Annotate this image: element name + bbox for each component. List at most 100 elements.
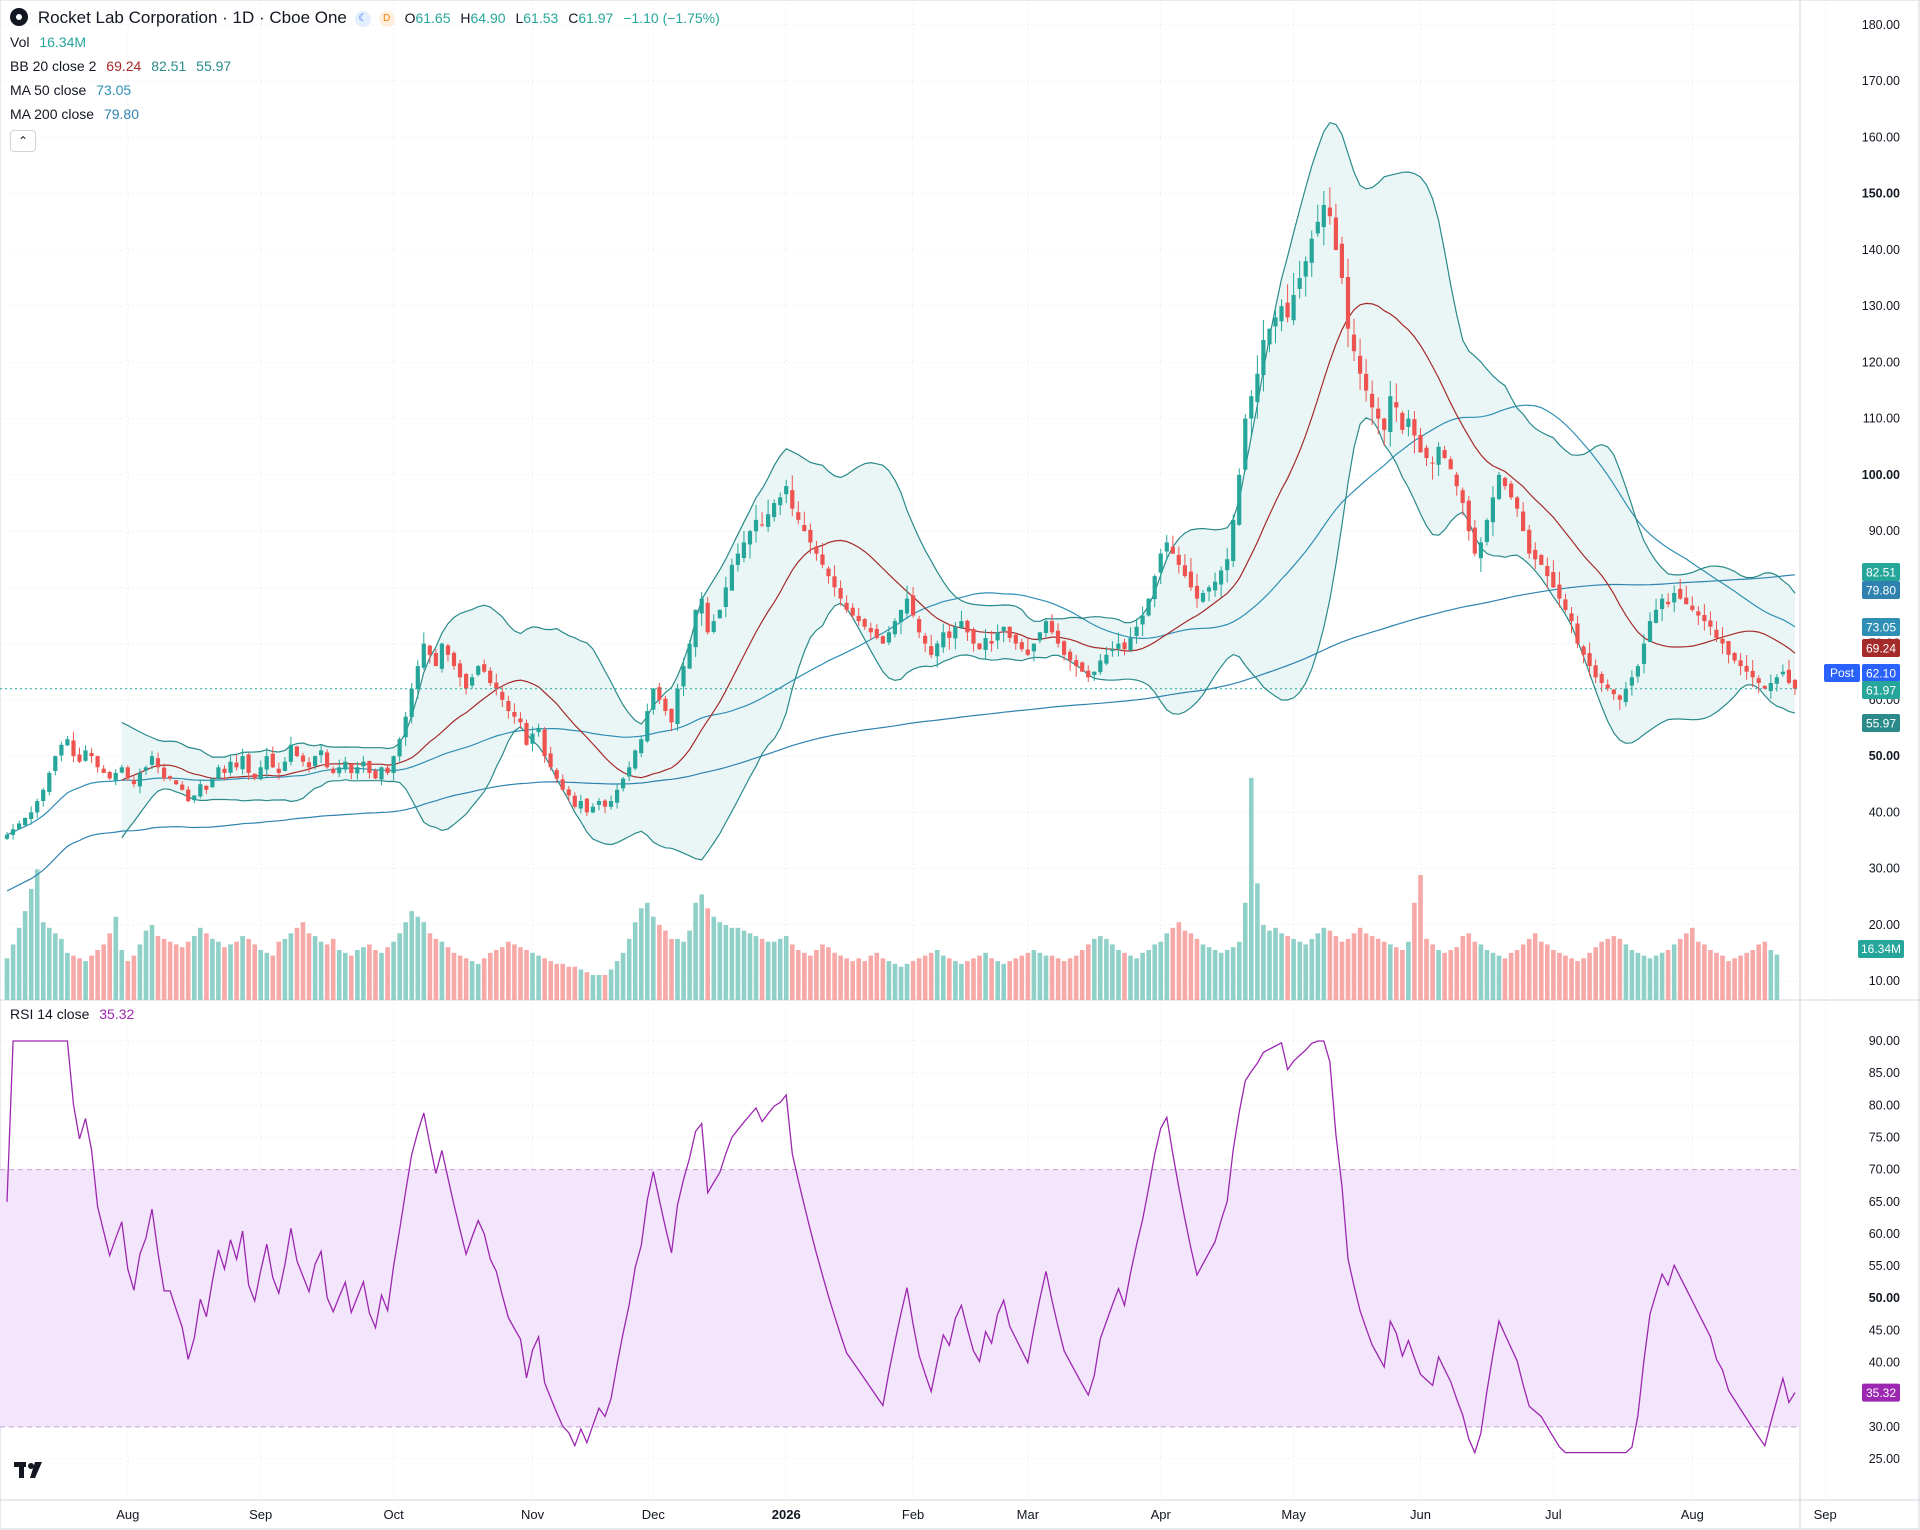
legend-title-row[interactable]: Rocket Lab Corporation · 1D · Cboe One ☾… [10, 6, 720, 30]
volume-bar [1086, 944, 1091, 1000]
volume-bar [1714, 952, 1719, 1000]
volume-bar [832, 952, 837, 1000]
candle-body [53, 756, 58, 771]
volume-bar [89, 955, 94, 1000]
volume-bar [1732, 958, 1737, 1000]
symbol-title[interactable]: Rocket Lab Corporation · 1D · Cboe One [37, 8, 347, 27]
legend-bb[interactable]: BB 20 close 2 69.24 82.51 55.97 [10, 54, 720, 78]
candle-body [1515, 497, 1520, 509]
price-badge-label: 79.80 [1866, 584, 1896, 598]
volume-bar [765, 941, 771, 1000]
rsi-value: 35.32 [99, 1006, 135, 1022]
candle-body [790, 490, 795, 509]
time-tick-label: Jun [1410, 1507, 1431, 1522]
candle-body [1539, 555, 1544, 565]
volume-bar [1079, 950, 1085, 1000]
volume-bar [651, 916, 656, 1000]
rsi-tick-label: 70.00 [1869, 1163, 1900, 1177]
bollinger-band-area [121, 122, 1795, 860]
candle-body [965, 620, 970, 633]
candle-body [1774, 677, 1779, 684]
volume-bar [1339, 941, 1345, 1000]
volume-bar [131, 955, 137, 1000]
volume-bar [288, 933, 294, 1000]
candle-body [536, 727, 541, 733]
volume-bar [228, 944, 233, 1000]
price-tick-label: 110.00 [1863, 412, 1900, 426]
volume-bar [28, 888, 34, 1000]
candle-body [621, 778, 626, 789]
time-tick-label: Nov [521, 1507, 545, 1522]
candle-body [1484, 519, 1489, 542]
volume-bar [608, 969, 614, 1000]
candle-body [4, 834, 10, 839]
candle-body [1720, 638, 1725, 644]
volume-bar [421, 922, 427, 1000]
candle-body [1509, 483, 1514, 498]
candle-body [1013, 634, 1018, 644]
candle-body [1243, 418, 1248, 470]
volume-bar [1708, 950, 1713, 1000]
candle-body [1188, 571, 1193, 588]
rsi-tick-label: 60.00 [1869, 1227, 1900, 1241]
volume-bar [1333, 936, 1339, 1000]
volume-bar [862, 961, 868, 1000]
volume-bar [1593, 947, 1598, 1000]
volume-bar [904, 963, 910, 1000]
volume-bar [506, 941, 511, 1000]
volume-bar [1599, 941, 1604, 1000]
volume-bar [844, 958, 849, 1000]
candle-body [1279, 306, 1284, 322]
volume-bar [34, 869, 40, 1000]
price-badge-label: 62.10 [1866, 667, 1896, 681]
candle-body [675, 688, 680, 724]
candle-body [602, 800, 608, 807]
candle-body [808, 529, 813, 543]
low-value: 61.53 [523, 10, 559, 26]
legend-ma50[interactable]: MA 50 close 73.05 [10, 78, 720, 102]
volume-bar [808, 955, 813, 1000]
post-tag-bg [1824, 664, 1860, 682]
candle-body [1690, 605, 1695, 610]
volume-bar [312, 936, 318, 1000]
candle-body [705, 602, 710, 633]
legend-vol[interactable]: Vol 16.34M [10, 30, 720, 54]
candle-body [192, 795, 197, 801]
candle-body [216, 767, 221, 779]
volume-bar [1279, 933, 1284, 1000]
candle-body [929, 646, 934, 655]
tradingview-logo-icon[interactable] [14, 1460, 48, 1482]
candle-body [548, 753, 553, 768]
volume-bar [349, 955, 354, 1000]
candle-body [850, 607, 855, 616]
volume-bar [584, 972, 590, 1000]
volume-bar [916, 958, 922, 1000]
legend-ma200[interactable]: MA 200 close 79.80 [10, 102, 720, 126]
volume-bar [681, 941, 686, 1000]
legend-rsi[interactable]: RSI 14 close 35.32 [10, 1006, 134, 1022]
candle-body [240, 756, 245, 770]
rsi-tick-label: 85.00 [1869, 1066, 1900, 1080]
volume-bar [711, 916, 717, 1000]
volume-bar [1001, 963, 1006, 1000]
candle-body [325, 752, 330, 768]
candle-body [935, 643, 940, 657]
candle-body [1581, 646, 1586, 655]
volume-bar [1073, 955, 1079, 1000]
volume-bar [856, 958, 861, 1000]
candle-body [1333, 217, 1338, 250]
volume-bar [602, 975, 608, 1000]
volume-bar [1448, 950, 1453, 1000]
volume-bar [590, 975, 596, 1000]
rsi-line [6, 1040, 1796, 1455]
candle-body [639, 739, 644, 754]
candle-body [1213, 581, 1218, 591]
collapse-legend-chevron-up-icon[interactable]: ⌃ [10, 130, 36, 152]
price-badge-bg [1862, 639, 1900, 657]
volume-bar [433, 938, 439, 1000]
candle-body [898, 609, 904, 623]
volume-bar [1563, 955, 1568, 1000]
ma200-line [6, 574, 1796, 892]
candle-body [331, 768, 336, 773]
